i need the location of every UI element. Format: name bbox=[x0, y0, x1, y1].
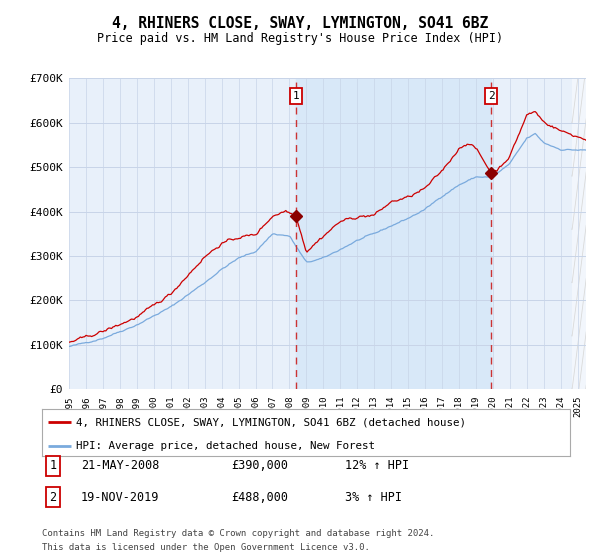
Text: 1: 1 bbox=[293, 91, 299, 101]
Text: 21-MAY-2008: 21-MAY-2008 bbox=[81, 459, 160, 473]
Text: 2: 2 bbox=[488, 91, 494, 101]
Text: 3% ↑ HPI: 3% ↑ HPI bbox=[345, 491, 402, 504]
Text: Contains HM Land Registry data © Crown copyright and database right 2024.: Contains HM Land Registry data © Crown c… bbox=[42, 529, 434, 538]
Text: 4, RHINERS CLOSE, SWAY, LYMINGTON, SO41 6BZ: 4, RHINERS CLOSE, SWAY, LYMINGTON, SO41 … bbox=[112, 16, 488, 31]
Text: Price paid vs. HM Land Registry's House Price Index (HPI): Price paid vs. HM Land Registry's House … bbox=[97, 32, 503, 45]
Bar bbox=[296, 78, 491, 389]
Text: HPI: Average price, detached house, New Forest: HPI: Average price, detached house, New … bbox=[76, 441, 376, 451]
Bar bbox=[572, 78, 586, 389]
Text: 2: 2 bbox=[49, 491, 56, 504]
Text: This data is licensed under the Open Government Licence v3.0.: This data is licensed under the Open Gov… bbox=[42, 543, 370, 552]
Text: 1: 1 bbox=[49, 459, 56, 473]
Text: 19-NOV-2019: 19-NOV-2019 bbox=[81, 491, 160, 504]
Text: £390,000: £390,000 bbox=[231, 459, 288, 473]
Text: 4, RHINERS CLOSE, SWAY, LYMINGTON, SO41 6BZ (detached house): 4, RHINERS CLOSE, SWAY, LYMINGTON, SO41 … bbox=[76, 417, 466, 427]
Text: 12% ↑ HPI: 12% ↑ HPI bbox=[345, 459, 409, 473]
Text: £488,000: £488,000 bbox=[231, 491, 288, 504]
